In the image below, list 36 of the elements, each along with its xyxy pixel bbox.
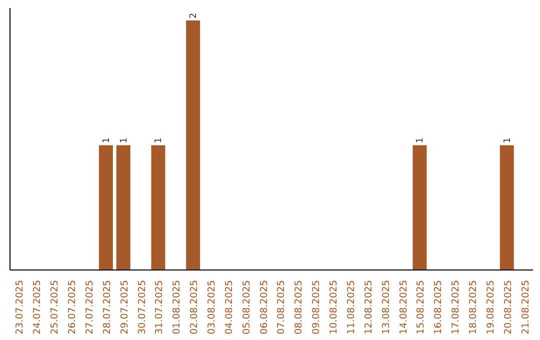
x-tick-label: 11.08.2025 <box>346 280 357 334</box>
x-tick-label: 28.07.2025 <box>102 280 113 334</box>
x-tick-label: 16.08.2025 <box>433 280 444 334</box>
x-tick-label: 21.08.2025 <box>520 280 532 334</box>
x-tick-label: 26.07.2025 <box>67 280 78 334</box>
data-label: 1 <box>502 138 513 144</box>
data-label: 1 <box>154 138 164 144</box>
data-label: 2 <box>189 12 200 18</box>
x-tick-label: 14.08.2025 <box>398 280 410 334</box>
x-tick-label: 12.08.2025 <box>363 280 374 334</box>
x-tick-label: 27.07.2025 <box>84 280 96 334</box>
x-tick-label: 15.08.2025 <box>416 280 427 334</box>
x-tick-label: 08.08.2025 <box>294 280 305 334</box>
x-tick-label: 18.08.2025 <box>468 280 479 334</box>
x-tick-label: 23.07.2025 <box>14 280 26 334</box>
x-tick-label: 06.08.2025 <box>258 280 270 334</box>
x-tick-label: 20.08.2025 <box>502 280 514 334</box>
x-tick-label: 05.08.2025 <box>241 280 252 334</box>
x-tick-label: 29.07.2025 <box>119 280 130 334</box>
x-tick-label: 17.08.2025 <box>450 280 462 334</box>
x-tick-label: 24.07.2025 <box>32 280 44 334</box>
x-tick-label: 07.08.2025 <box>276 280 288 334</box>
data-label: 1 <box>102 138 112 144</box>
x-tick-label: 31.07.2025 <box>154 280 166 334</box>
x-tick-label: 01.08.2025 <box>172 280 183 334</box>
data-label: 1 <box>416 138 426 144</box>
x-tick-label: 25.07.2025 <box>50 280 61 334</box>
x-tick-label: 10.08.2025 <box>328 280 340 334</box>
data-label: 1 <box>119 138 130 144</box>
x-tick-label: 04.08.2025 <box>224 280 235 334</box>
x-tick-label: 03.08.2025 <box>206 280 218 334</box>
x-tick-label: 02.08.2025 <box>189 280 200 334</box>
x-tick-label: 30.07.2025 <box>136 280 148 334</box>
x-tick-label: 13.08.2025 <box>380 280 392 334</box>
x-tick-label: 19.08.2025 <box>485 280 496 334</box>
x-tick-label: 09.08.2025 <box>311 280 322 334</box>
